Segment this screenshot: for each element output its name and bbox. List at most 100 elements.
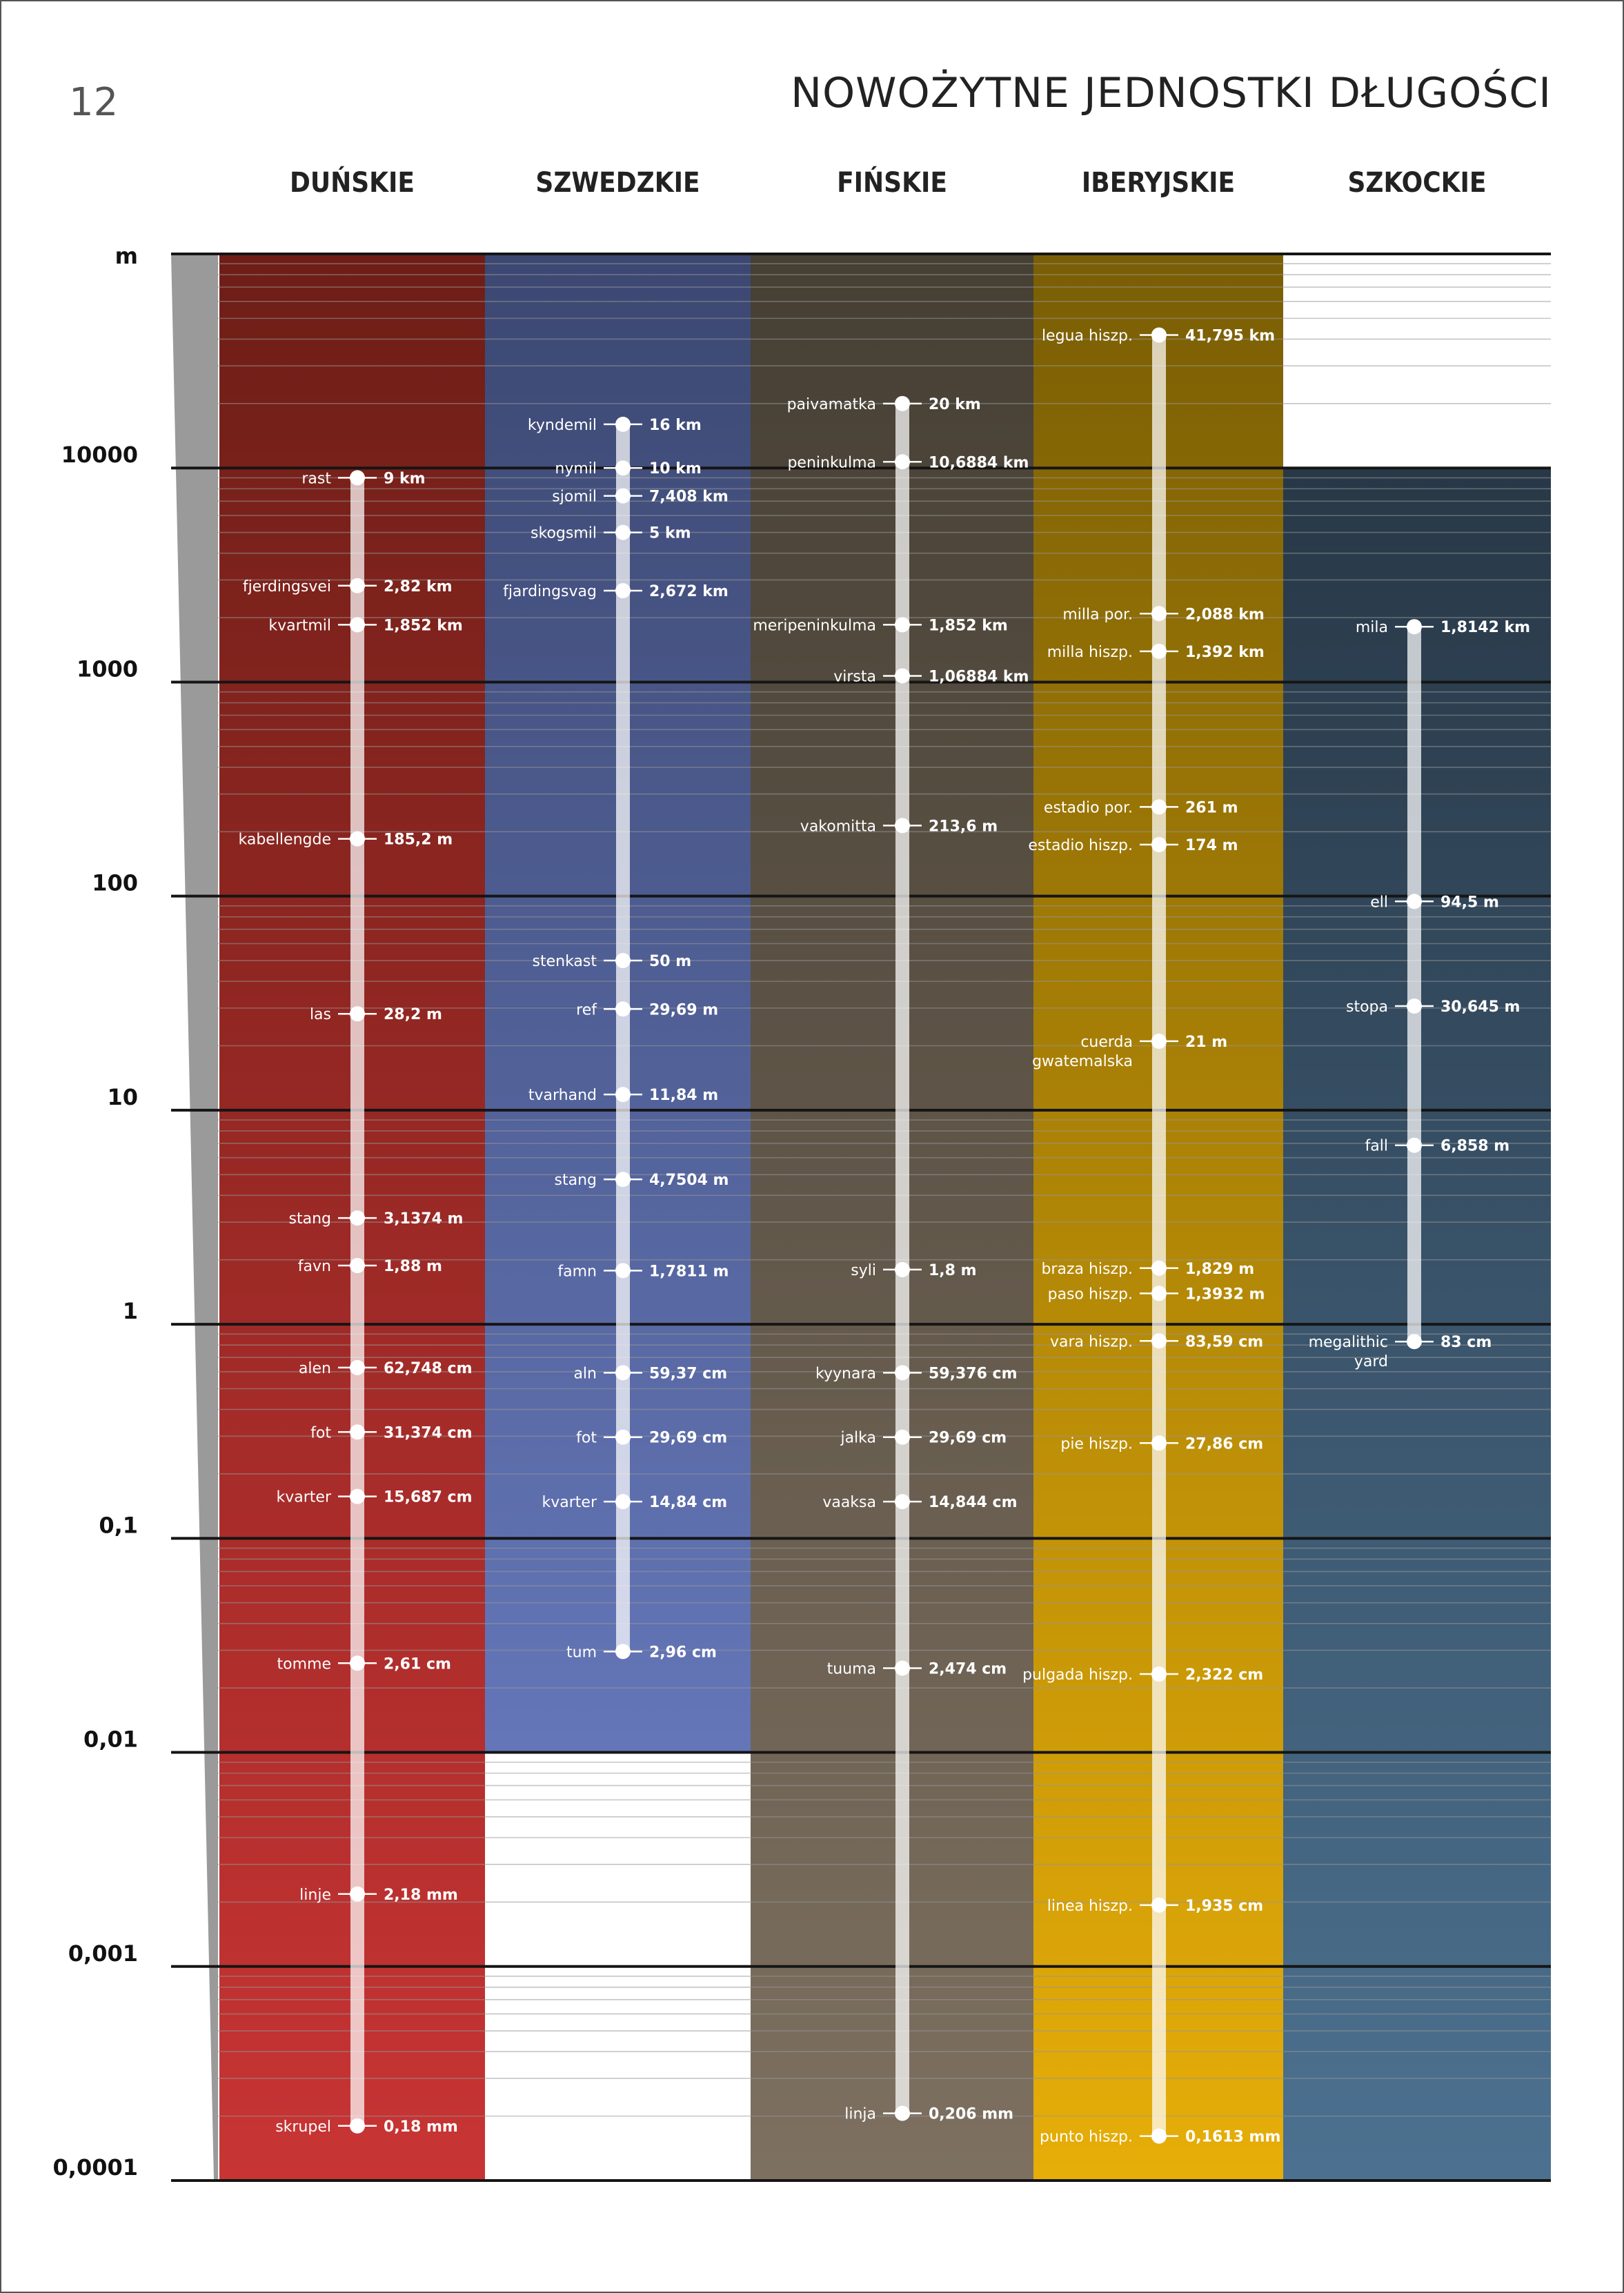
unit-name-label: nymil [555, 460, 597, 478]
unit-dot [895, 395, 910, 411]
unit-marker: aln 59,37 cm [573, 1365, 727, 1382]
unit-dot [615, 1172, 631, 1188]
unit-value-label: 2,088 km [1185, 606, 1265, 623]
unit-value-label: 41,795 km [1185, 328, 1275, 345]
unit-name-label: pulgada hiszp. [1022, 1666, 1133, 1684]
unit-name-label: yard [1354, 1353, 1388, 1370]
unit-marker: kvartmil 1,852 km [268, 617, 463, 634]
unit-marker: pie hiszp. 27,86 cm [1060, 1435, 1263, 1453]
unit-value-label: 15,687 cm [384, 1489, 473, 1506]
unit-dot [350, 617, 365, 633]
unit-dot [1151, 1260, 1167, 1276]
unit-value-label: 59,376 cm [929, 1365, 1018, 1382]
unit-value-label: 6,858 m [1440, 1138, 1509, 1155]
unit-dot [615, 583, 631, 599]
unit-dot [1151, 2128, 1167, 2144]
unit-value-label: 2,18 mm [384, 1887, 458, 1904]
unit-name-label: legua hiszp. [1042, 328, 1133, 345]
unit-value-label: 2,672 km [649, 583, 729, 600]
unit-value-label: 0,1613 mm [1185, 2129, 1280, 2146]
unit-marker: fot 31,374 cm [310, 1424, 473, 1441]
unit-name-label: kvarter [542, 1494, 597, 1511]
unit-name-label: kyynara [815, 1365, 876, 1382]
unit-value-label: 59,37 cm [649, 1365, 727, 1382]
unit-marker: famn 1,7811 m [557, 1263, 729, 1280]
unit-name-label: mila [1356, 619, 1388, 636]
unit-value-label: 30,645 m [1440, 998, 1520, 1016]
unit-dot [615, 1494, 631, 1510]
unit-name-label: favn [298, 1258, 331, 1275]
unit-dot [1407, 1334, 1422, 1350]
unit-name-label: stang [555, 1172, 597, 1189]
unit-dot [895, 454, 910, 470]
unit-marker: tuuma 2,474 cm [827, 1660, 1007, 1678]
unit-marker: nymil 10 km [555, 460, 702, 478]
unit-dot [895, 1365, 910, 1381]
unit-name-label: las [310, 1006, 331, 1023]
unit-name-label: skogsmil [531, 525, 597, 542]
unit-marker: ell 94,5 m [1370, 894, 1499, 911]
unit-marker: syli 1,8 m [851, 1261, 977, 1279]
unit-value-label: 83,59 cm [1185, 1333, 1263, 1350]
unit-marker: fot 29,69 cm [576, 1429, 727, 1447]
unit-dot [615, 1365, 631, 1381]
unit-marker: vakomitta 213,6 m [800, 818, 998, 835]
unit-dot [615, 953, 631, 969]
unit-marker: tvarhand 11,84 m [528, 1087, 718, 1104]
unit-dot [615, 524, 631, 540]
unit-name-label: linje [299, 1887, 331, 1904]
unit-name-label: milla hiszp. [1047, 644, 1133, 661]
unit-value-label: 50 m [649, 953, 691, 970]
unit-marker: punto hiszp. 0,1613 mm [1040, 2128, 1280, 2146]
unit-dot [615, 1087, 631, 1103]
unit-name-label: paso hiszp. [1048, 1286, 1133, 1303]
unit-dot [1407, 998, 1422, 1014]
unit-marker: cuerda gwatemalska 21 m [1032, 1033, 1227, 1070]
unit-name-label: aln [573, 1365, 597, 1382]
unit-value-label: 2,322 cm [1185, 1666, 1263, 1684]
unit-name-label: syli [851, 1262, 876, 1279]
unit-name-label: famn [557, 1263, 597, 1280]
unit-dot [895, 1494, 910, 1510]
unit-name-label: fjerdingsvei [243, 578, 331, 596]
unit-value-label: 1,3932 m [1185, 1286, 1265, 1303]
unit-dot [1151, 1333, 1167, 1349]
scale-wedge [171, 254, 218, 2181]
unit-dot [350, 1006, 365, 1022]
unit-marks: rast 9 km fjerdingsvei 2,82 km kvartmil 1,852… [238, 327, 1530, 2146]
unit-dot [895, 1261, 910, 1277]
y-tick-label: 0,01 [83, 1726, 138, 1753]
unit-value-label: 3,1374 m [384, 1210, 463, 1228]
y-tick-label: 1 [123, 1298, 138, 1324]
unit-value-label: 1,829 m [1185, 1261, 1254, 1278]
unit-dot [1407, 1137, 1422, 1153]
unit-dot [1151, 327, 1167, 343]
column-header: FIŃSKIE [837, 166, 947, 199]
unit-name-label: stang [289, 1210, 331, 1228]
unit-value-label: 261 m [1185, 799, 1238, 816]
unit-marker: kvarter 15,687 cm [277, 1488, 473, 1506]
unit-value-label: 10 km [649, 460, 702, 478]
unit-dot [350, 470, 365, 486]
unit-marker: vaaksa 14,844 cm [822, 1494, 1018, 1511]
unit-marker: paivamatka 20 km [787, 395, 981, 413]
unit-value-label: 1,392 km [1185, 644, 1265, 661]
unit-value-label: 11,84 m [649, 1087, 718, 1104]
page-title: NOWOŻYTNE JEDNOSTKI DŁUGOŚCI [791, 69, 1552, 117]
unit-marker: paso hiszp. 1,3932 m [1048, 1286, 1265, 1303]
unit-value-label: 16 km [649, 417, 702, 434]
unit-marker: braza hiszp. 1,829 m [1041, 1260, 1254, 1278]
unit-name-label: stopa [1346, 998, 1388, 1016]
unit-value-label: 1,06884 km [929, 668, 1029, 685]
unit-marker: kyndemil 16 km [528, 416, 702, 434]
unit-dot [615, 1644, 631, 1660]
y-tick-label: 0,001 [68, 1940, 138, 1967]
unit-value-label: 27,86 cm [1185, 1435, 1263, 1453]
unit-name-label: jalka [840, 1430, 876, 1447]
unit-marker: vara hiszp. 83,59 cm [1050, 1333, 1263, 1350]
unit-marker: meripeninkulma 1,852 km [753, 617, 1008, 634]
unit-dot [350, 1488, 365, 1504]
unit-name-label: meripeninkulma [753, 617, 876, 634]
unit-marker: rast 9 km [301, 470, 426, 487]
